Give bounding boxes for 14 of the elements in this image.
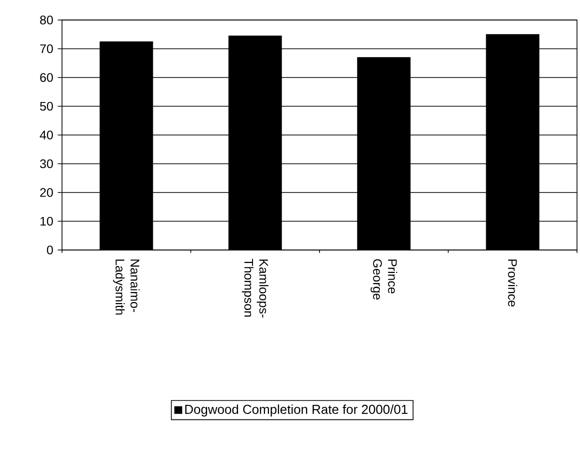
- y-tick-label: 80: [40, 16, 53, 24]
- x-tick-label: Prince George: [370, 259, 398, 300]
- legend-label: Dogwood Completion Rate for 2000/01: [185, 404, 408, 417]
- y-tick-label: 70: [40, 44, 53, 54]
- y-tick-label: 40: [40, 130, 53, 140]
- x-tick-label: Nanaimo-Ladysmith: [113, 260, 140, 315]
- y-tick-label: 50: [40, 102, 53, 111]
- y-tick-label: 10: [40, 216, 53, 226]
- y-tick-label: 20: [40, 188, 53, 197]
- y-tick-label: 60: [40, 73, 53, 82]
- y-tick-label: 30: [40, 159, 53, 168]
- x-tick-label: Province: [508, 260, 518, 306]
- x-tick-label: Kamloops-Thompson: [242, 258, 268, 318]
- y-tick-label: 0: [46, 246, 53, 254]
